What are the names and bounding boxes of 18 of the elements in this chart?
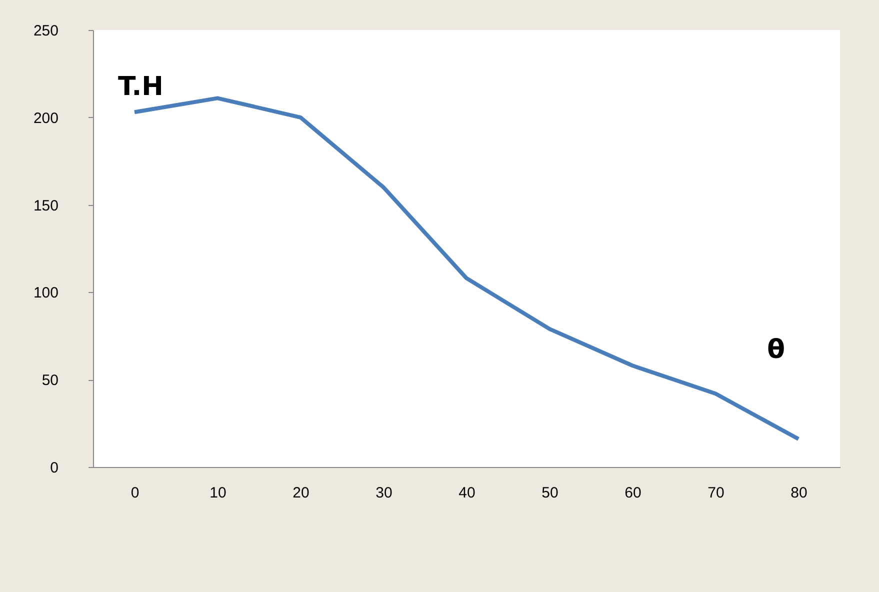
x-tick-label: 10 [210, 484, 226, 502]
x-tick-label: 30 [376, 484, 392, 502]
x-tick-label: 20 [292, 484, 310, 502]
y-tick-label: 150 [33, 197, 58, 214]
y-tick-label: 0 [50, 460, 58, 476]
y-tick-label: 50 [42, 372, 58, 390]
x-axis-title: θ [767, 335, 785, 365]
x-tick-label: 60 [624, 484, 642, 502]
y-tick-label: 200 [33, 110, 58, 127]
y-axis-title: T.H [118, 72, 164, 102]
y-tick-label: 250 [33, 22, 58, 40]
line-series [132, 96, 800, 442]
y-tick-label: 100 [33, 284, 58, 302]
x-tick-label: 70 [708, 484, 724, 502]
x-tick-label: 0 [130, 484, 140, 502]
x-tick-label: 40 [458, 484, 476, 502]
x-tick-label: 50 [542, 484, 558, 502]
x-tick-label: 80 [790, 484, 808, 502]
